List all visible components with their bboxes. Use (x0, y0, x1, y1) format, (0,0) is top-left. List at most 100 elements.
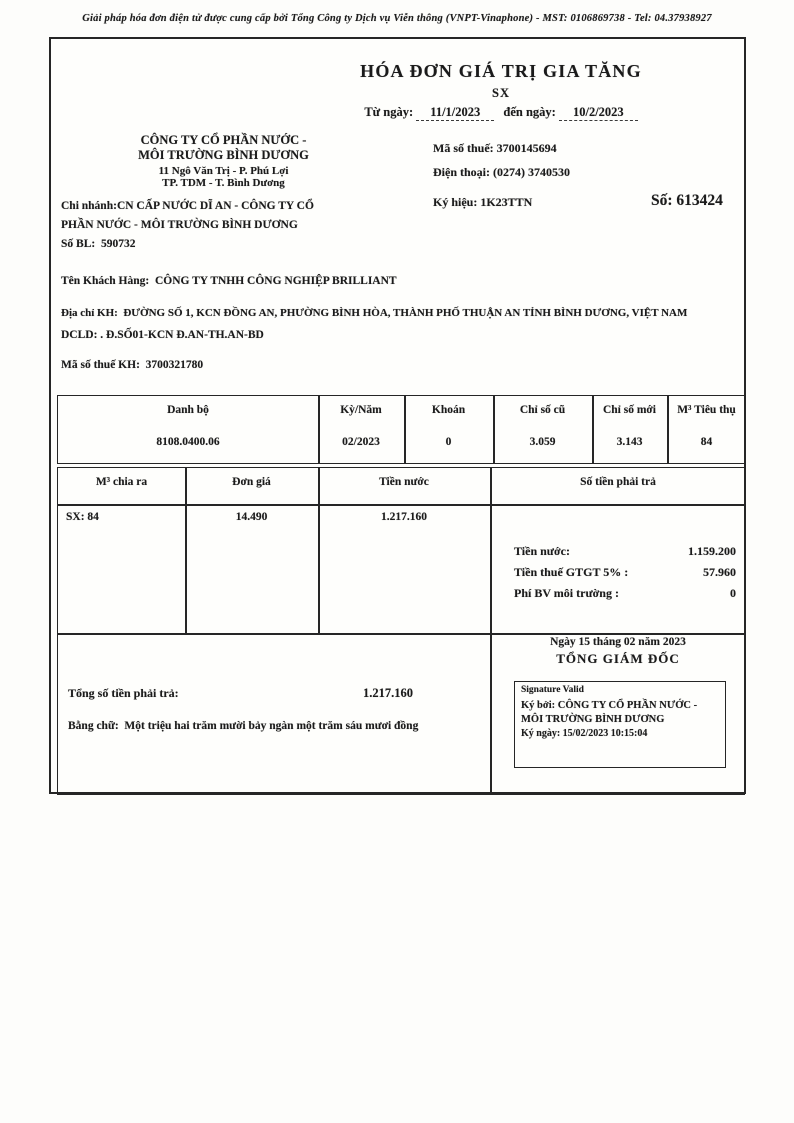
meter-col-divider (318, 396, 320, 463)
amount-label: Tiền thuế GTGT 5% : (514, 565, 629, 579)
customer-address-line: Địa chỉ KH: ĐƯỜNG SỐ 1, KCN ĐỒNG AN, PHƯ… (61, 307, 743, 319)
amount-in-words-label: Bằng chữ: (68, 720, 119, 732)
meter-value-khoan: 0 (445, 436, 452, 448)
seller-phone-value: (0274) 3740530 (493, 165, 570, 179)
branch-value-line1: CN CẤP NƯỚC DĨ AN - CÔNG TY CỔ (116, 200, 314, 212)
billing-header-don-gia: Đơn giá (232, 476, 271, 488)
meter-table: Danh bộ Kỳ/Năm Khoán Chỉ số cũ Chỉ số mớ… (57, 395, 745, 464)
meter-col-divider (667, 396, 669, 463)
meter-header-khoan: Khoán (431, 404, 466, 416)
billing-row-tien-nuoc: 1.217.160 (381, 511, 427, 523)
so-bl-value: 590732 (100, 238, 136, 250)
invoice-number-value: 613424 (676, 192, 723, 209)
seller-tax-code: 3700145694 (496, 141, 557, 155)
from-date-label: Từ ngày: (364, 105, 414, 119)
billing-header-divider (58, 504, 744, 506)
amount-in-words-value: Một triệu hai trăm mười bảy ngàn một tră… (124, 720, 419, 732)
provider-line: Giải pháp hóa đơn điện tử được cung cấp … (82, 13, 712, 24)
amount-value: 1.159.200 (688, 544, 736, 558)
amount-value: 0 (730, 586, 736, 600)
invoice-serial-label: Ký hiệu: (433, 195, 478, 209)
seller-name-line2: MÔI TRƯỜNG BÌNH DƯƠNG (138, 148, 309, 162)
signed-by-line: Ký bởi: CÔNG TY CỔ PHẦN NƯỚC - MÔI TRƯỜN… (521, 699, 719, 726)
amount-label: Tiền nước: (514, 544, 570, 558)
invoice-serial-line: Ký hiệu: 1K23TTN (433, 195, 570, 210)
amount-row-phi-bv: Phí BV môi trường : 0 (514, 586, 736, 601)
signed-by-value: CÔNG TY CỔ PHẦN NƯỚC - MÔI TRƯỜNG BÌNH D… (521, 700, 698, 725)
amount-in-words-line: Bằng chữ: Một triệu hai trăm mười bảy ng… (68, 720, 483, 732)
customer-tax-line: Mã số thuế KH: 3700321780 (61, 359, 203, 371)
meter-col-divider (592, 396, 594, 463)
billing-header-m3-chia-ra: M³ chia ra (95, 476, 148, 488)
customer-dcld-line: DCLD: . Đ.SỐ01-KCN Đ.AN-TH.AN-BD (61, 329, 264, 341)
meter-col-divider (493, 396, 495, 463)
billing-header-so-tien-phai-tra: Số tiền phải trả (580, 476, 656, 488)
customer-name-line: Tên Khách Hàng: CÔNG TY TNHH CÔNG NGHIỆP… (61, 275, 743, 287)
billing-col-divider (185, 468, 187, 634)
seller-name-line1: CÔNG TY CỔ PHẦN NƯỚC - (140, 133, 307, 147)
invoice-title: HÓA ĐƠN GIÁ TRỊ GIA TĂNG (360, 61, 642, 81)
customer-tax-code: 3700321780 (145, 359, 204, 371)
customer-address-value: ĐƯỜNG SỐ 1, KCN ĐỒNG AN, PHƯỜNG BÌNH HÒA… (123, 307, 688, 319)
title-block: HÓA ĐƠN GIÁ TRỊ GIA TĂNG SX Từ ngày: 11/… (291, 61, 711, 121)
billing-bottom-divider (58, 633, 744, 635)
customer-name-value: CÔNG TY TNHH CÔNG NGHIỆP BRILLIANT (154, 275, 397, 287)
billing-row-don-gia: 14.490 (235, 511, 268, 523)
invoice-box: HÓA ĐƠN GIÁ TRỊ GIA TĂNG SX Từ ngày: 11/… (49, 37, 746, 795)
invoice-serial-value: 1K23TTN (480, 195, 533, 209)
seller-address-line1: 11 Ngô Văn Trị - P. Phú Lợi (158, 165, 289, 177)
seller-ids-block: Mã số thuế: 3700145694 Điện thoại: (0274… (433, 141, 570, 210)
meter-col-divider (404, 396, 406, 463)
signed-by-label: Ký bởi: (521, 700, 556, 711)
meter-header-chi-so-cu: Chỉ số cũ (519, 404, 566, 416)
meter-header-danh-bo: Danh bộ (167, 404, 209, 416)
customer-tax-label: Mã số thuế KH: (61, 359, 140, 371)
seller-address-line2: TP. TDM - T. Bình Dương (162, 177, 285, 189)
signed-date-line: Ký ngày: 15/02/2023 10:15:04 (521, 728, 719, 739)
seller-tax-label: Mã số thuế: (433, 141, 494, 155)
signed-date-label: Ký ngày: (521, 728, 561, 740)
signer-title: TỔNG GIÁM ĐỐC (556, 651, 680, 666)
customer-address-label: Địa chỉ KH: (61, 307, 118, 319)
seller-block: CÔNG TY CỔ PHẦN NƯỚC - MÔI TRƯỜNG BÌNH D… (106, 133, 341, 189)
amount-value: 57.960 (703, 565, 736, 579)
meter-value-m3-tieu-thu: 84 (700, 436, 713, 448)
so-bl-line: Số BL: 590732 (61, 238, 381, 250)
meter-header-chi-so-moi: Chỉ số mới (602, 404, 656, 416)
billing-col-divider (318, 468, 320, 634)
from-date: 11/1/2023 (416, 105, 495, 121)
billing-table: M³ chia ra Đơn giá Tiền nước Số tiền phả… (57, 467, 745, 795)
so-bl-label: Số BL: (61, 238, 96, 250)
amount-label: Phí BV môi trường : (514, 586, 619, 600)
invoice-number-line: Số: 613424 (651, 192, 723, 210)
meter-value-chi-so-cu: 3.059 (529, 436, 556, 448)
meter-header-m3-tieu-thu: M³ Tiêu thụ (677, 404, 736, 416)
invoice-type-code: SX (492, 86, 510, 100)
total-value: 1.217.160 (363, 686, 413, 700)
seller-phone-label: Điện thoại: (433, 165, 490, 179)
to-date-label: đến ngày: (503, 105, 556, 119)
billing-period: Từ ngày: 11/1/2023 đến ngày: 10/2/2023 (291, 105, 711, 121)
amount-row-thue-gtgt: Tiền thuế GTGT 5% : 57.960 (514, 565, 736, 580)
branch-block: Chi nhánh:CN CẤP NƯỚC DĨ AN - CÔNG TY CỔ… (61, 200, 381, 250)
total-label: Tổng số tiền phải trả: (68, 686, 179, 700)
invoice-number-label: Số: (651, 192, 673, 209)
to-date: 10/2/2023 (558, 105, 638, 121)
customer-name-label: Tên Khách Hàng: (61, 275, 150, 287)
meter-value-danh-bo: 8108.0400.06 (156, 436, 220, 448)
billing-row-chia-ra: SX: 84 (66, 511, 99, 523)
billing-header-tien-nuoc: Tiền nước (379, 476, 429, 488)
meter-value-chi-so-moi: 3.143 (616, 436, 643, 448)
signed-date-value: 15/02/2023 10:15:04 (562, 728, 648, 740)
signature-valid-text: Signature Valid (521, 685, 584, 695)
seller-phone-line: Điện thoại: (0274) 3740530 (433, 165, 570, 180)
sign-date-line: Ngày 15 tháng 02 năm 2023 (550, 636, 686, 648)
branch-line2: PHẦN NƯỚC - MÔI TRƯỜNG BÌNH DƯƠNG (61, 219, 298, 231)
meter-header-ky-nam: Kỳ/Năm (340, 404, 382, 416)
billing-col-divider (490, 468, 492, 794)
meter-value-ky-nam: 02/2023 (342, 436, 380, 448)
seller-tax-line: Mã số thuế: 3700145694 (433, 141, 570, 156)
signature-stamp: Signature Valid Ký bởi: CÔNG TY CỔ PHẦN … (514, 681, 726, 768)
branch-line1: Chi nhánh:CN CẤP NƯỚC DĨ AN - CÔNG TY CỔ (61, 200, 381, 212)
amount-row-tien-nuoc: Tiền nước: 1.159.200 (514, 544, 736, 559)
